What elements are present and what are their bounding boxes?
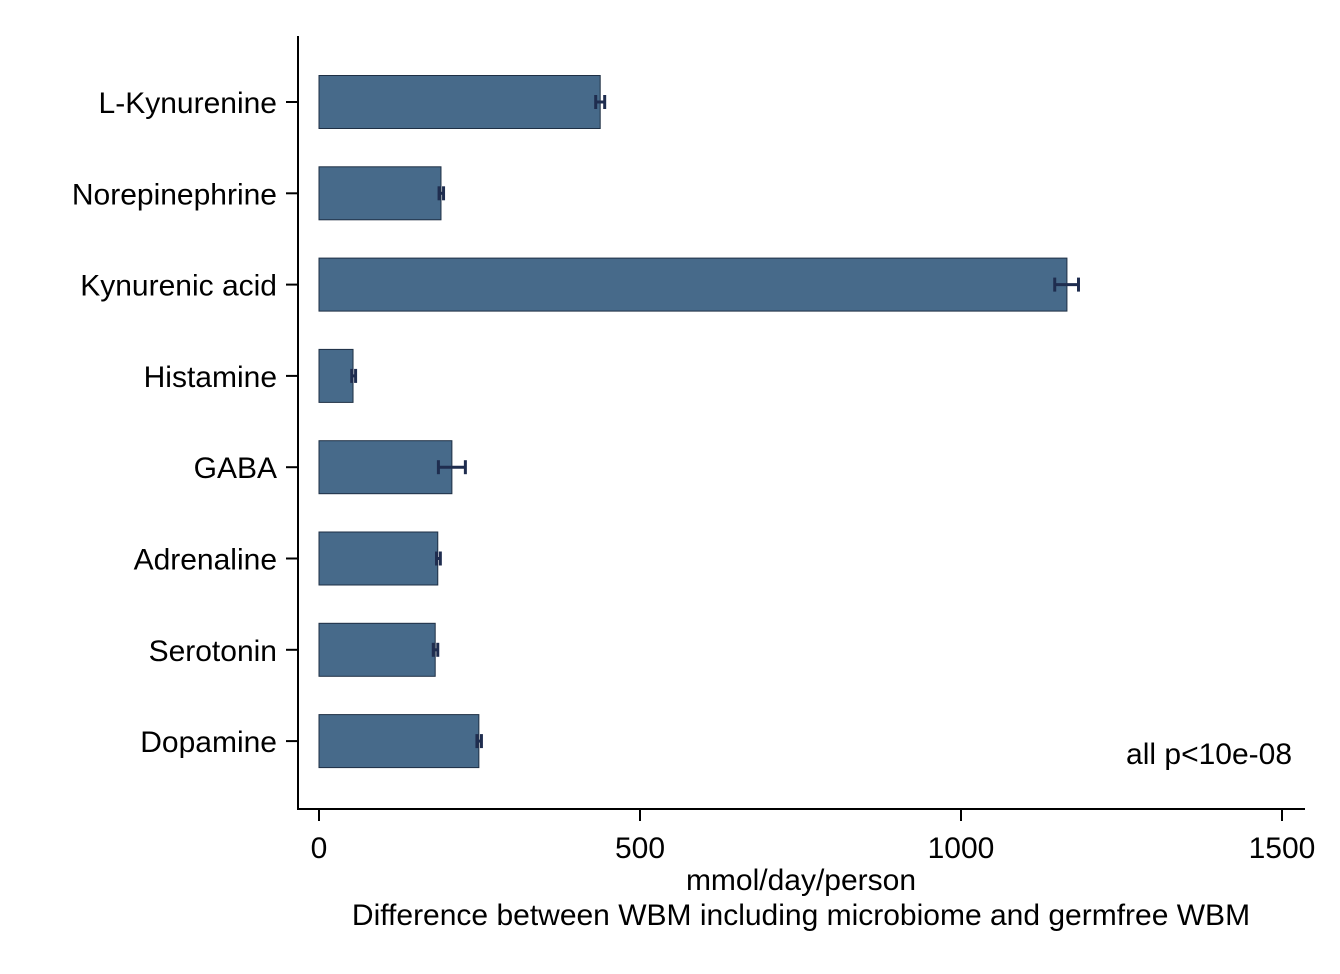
x-tick-label-1: 500 [615, 832, 665, 865]
category-label-4: GABA [194, 452, 277, 485]
category-label-3: Histamine [144, 361, 277, 394]
x-tick-label-0: 0 [311, 832, 328, 865]
x-axis-title: mmol/day/person [686, 864, 916, 897]
category-label-7: Dopamine [140, 726, 277, 759]
bar-2 [318, 257, 1068, 312]
axes-layer [297, 36, 1305, 810]
x-tick-label-3: 1500 [1249, 832, 1316, 865]
bar-5 [318, 531, 439, 586]
category-label-5: Adrenaline [134, 544, 277, 577]
category-label-6: Serotonin [149, 635, 277, 668]
bar-7 [318, 714, 480, 769]
bar-0 [318, 75, 601, 129]
category-labels: L-Kynurenine Norepinephrine Kynurenic acid… [72, 87, 298, 759]
category-label-0: L-Kynurenine [99, 87, 277, 120]
bars-layer [318, 75, 1068, 769]
bar-1 [318, 166, 442, 221]
x-ticks: 0 500 1000 1500 [311, 809, 1316, 865]
bar-4 [318, 440, 453, 495]
significance-annotation: all p<10e-08 [1126, 738, 1292, 771]
bar-3 [318, 348, 354, 403]
bar-6 [318, 622, 436, 677]
category-label-1: Norepinephrine [72, 178, 277, 211]
x-axis-subtitle: Difference between WBM including microbi… [352, 899, 1250, 932]
category-label-2: Kynurenic acid [80, 270, 277, 303]
x-tick-label-2: 1000 [928, 832, 995, 865]
error-bars-layer [350, 95, 1080, 749]
